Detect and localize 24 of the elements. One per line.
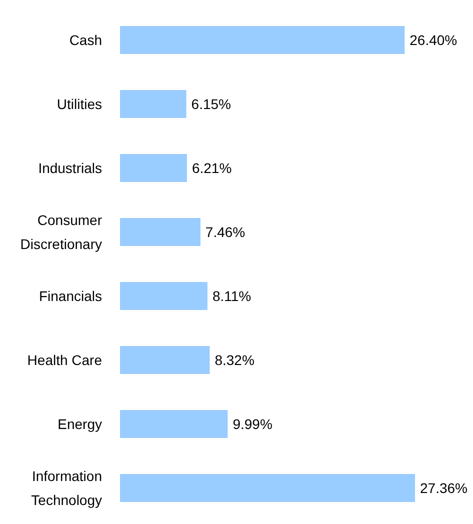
bar [120,410,228,438]
data-label: 26.40% [410,32,458,48]
y-tick-label: Industrials [38,160,102,176]
bar [120,346,210,374]
data-label: 9.99% [232,416,272,432]
y-tick-label: Utilities [56,96,102,112]
bar [120,154,187,182]
bar [120,282,208,310]
data-label: 8.11% [212,288,252,304]
data-label: 8.32% [214,352,254,368]
bar [120,90,186,118]
y-tick-label: Consumer Discretionary [20,212,102,252]
data-label: 6.15% [191,96,232,112]
y-tick-label: Cash [69,32,102,48]
bar [120,26,405,54]
data-label: 7.46% [205,224,246,240]
data-label: 27.36% [420,480,468,496]
y-tick-label: Health Care [27,352,102,368]
y-tick-label: Financials [38,288,102,304]
bar [120,218,200,246]
y-tick-label: Information Technology [31,468,102,508]
data-label: 6.21% [192,160,232,176]
y-tick-label: Energy [58,416,102,432]
bar [120,474,415,502]
